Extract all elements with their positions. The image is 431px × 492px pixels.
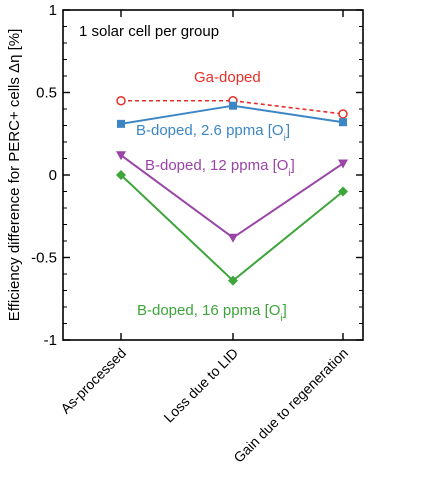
series-2 <box>116 151 348 243</box>
y-tick-label: 0 <box>49 167 57 184</box>
annotation-text: Ga-doped <box>194 69 261 86</box>
annotation-subscript: i <box>284 133 286 144</box>
series-1 <box>117 101 347 128</box>
annotation-close-bracket: ] <box>283 302 287 319</box>
series-layer <box>116 96 348 286</box>
series-3 <box>116 170 348 286</box>
series-annotation: B-doped, 16 ppma [Oi] <box>137 302 287 324</box>
data-point <box>116 170 126 180</box>
data-point <box>228 275 238 286</box>
annotation-text: B-doped, 12 ppma [O <box>145 157 288 174</box>
data-point <box>116 151 126 161</box>
x-category-label: As-processed <box>57 345 129 417</box>
series-annotation: Ga-doped <box>194 69 261 86</box>
data-point <box>229 101 237 110</box>
axes <box>62 9 364 341</box>
data-point <box>339 118 347 127</box>
annotation-subscript: i <box>280 313 282 324</box>
y-tick-label: 1 <box>49 2 57 19</box>
text-layer: 10.50-0.5-1As-processed Loss due to LIDGa… <box>6 2 351 466</box>
series-line <box>120 174 344 282</box>
plot-frame <box>62 9 364 341</box>
x-category-label: Gain due to regeneration <box>230 345 351 466</box>
data-point <box>117 119 125 128</box>
annotation-subscript: i <box>288 168 290 179</box>
y-tick-label: -0.5 <box>31 250 57 267</box>
series-annotation: B-doped, 2.6 ppma [Oi] <box>136 122 290 144</box>
data-point <box>338 109 348 119</box>
data-point <box>338 186 348 197</box>
y-tick-label: -1 <box>44 332 57 349</box>
annotation-text: B-doped, 2.6 ppma [O <box>136 122 284 139</box>
data-point <box>338 159 348 169</box>
data-point <box>228 233 238 243</box>
annotation-close-bracket: ] <box>286 122 290 139</box>
data-point <box>116 96 126 106</box>
annotation-close-bracket: ] <box>291 157 295 174</box>
y-axis-title: Efficiency difference for PERC+ cells Δη… <box>6 29 23 322</box>
annotation-text: B-doped, 16 ppma [O <box>137 302 280 319</box>
group-note: 1 solar cell per group <box>79 23 219 40</box>
x-category-label: Loss due to LID <box>160 345 241 426</box>
y-tick-label: 0.5 <box>36 85 57 102</box>
series-annotation: B-doped, 12 ppma [Oi] <box>145 157 295 179</box>
